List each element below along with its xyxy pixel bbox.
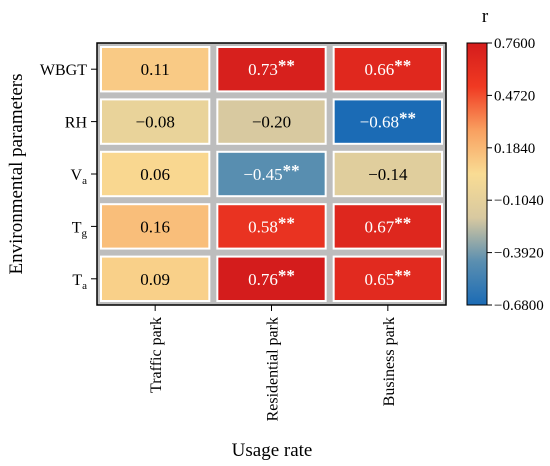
cell-value-label: 0.58** — [248, 213, 295, 236]
significance-mark: ** — [399, 109, 416, 128]
colorbar-title: r — [482, 6, 489, 27]
colorbar-tick-label: 0.7600 — [494, 36, 535, 52]
heatmap-cell — [100, 255, 211, 303]
significance-mark: ** — [394, 56, 411, 75]
x-tick-label: Traffic park — [148, 317, 165, 393]
x-tick-label: Business park — [381, 317, 398, 406]
x-tick-label: Residential park — [265, 317, 282, 421]
y-tick-label-base: T — [72, 219, 82, 236]
cell-value-label: 0.06 — [140, 165, 170, 184]
cell-value-label: 0.65** — [364, 266, 411, 289]
y-tick-label: Va — [71, 167, 88, 187]
colorbar-ticks: 0.7600 0.4720 0.1840 −0.1040 −0.3920 −0.6800 — [487, 36, 544, 314]
x-axis-ticks: Traffic park Residential park Business par… — [148, 305, 398, 421]
cell-value-label: −0.08 — [135, 113, 174, 132]
significance-mark: ** — [278, 56, 295, 75]
heatmap-cell — [216, 255, 327, 303]
heatmap-cell — [100, 150, 211, 198]
colorbar-tick-label: −0.6800 — [494, 298, 544, 314]
cell-value-label: −0.45** — [243, 161, 299, 184]
y-tick-label-base: RH — [65, 115, 88, 132]
y-tick-label-base: V — [71, 167, 83, 184]
heatmap-cell — [216, 46, 327, 93]
cell-value: −0.20 — [252, 113, 291, 132]
cell-value: 0.06 — [140, 165, 170, 184]
cell-value-label: 0.76** — [248, 266, 295, 289]
colorbar-tick-label: −0.3920 — [494, 246, 544, 262]
significance-mark: ** — [394, 213, 411, 232]
cell-value: 0.66 — [364, 60, 394, 79]
colorbar-tick-label: 0.4720 — [494, 88, 535, 104]
heatmap-cell — [332, 98, 443, 145]
y-tick-label: Ta — [72, 272, 87, 292]
cell-value: 0.16 — [140, 217, 170, 236]
heatmap-cell — [216, 203, 327, 250]
cell-value-label: 0.09 — [140, 270, 170, 289]
cell-value-label: −0.68** — [360, 109, 416, 132]
colorbar — [466, 42, 488, 306]
heatmap-cell — [332, 203, 443, 250]
heatmap-cell — [332, 150, 443, 198]
cell-value: 0.65 — [364, 270, 394, 289]
cell-value: 0.73 — [248, 60, 278, 79]
heatmap-cell — [216, 150, 327, 198]
heatmap-cell — [332, 255, 443, 303]
cell-value-label: 0.66** — [364, 56, 411, 79]
cell-value: 0.58 — [248, 217, 278, 236]
x-axis-label: Usage rate — [232, 440, 313, 461]
y-tick-label: RH — [65, 115, 88, 132]
colorbar-tick-label: −0.1040 — [494, 193, 544, 209]
cell-value-label: 0.73** — [248, 56, 295, 79]
y-tick-label-base: T — [72, 272, 82, 289]
cell-value: −0.08 — [135, 113, 174, 132]
colorbar-tick-label: 0.1840 — [494, 141, 535, 157]
significance-mark: ** — [278, 266, 295, 285]
cell-value: −0.45 — [243, 165, 282, 184]
cell-value: 0.76 — [248, 270, 278, 289]
heatmap-cell — [100, 203, 211, 250]
y-tick-label-subscript: a — [82, 175, 87, 187]
significance-mark: ** — [278, 213, 295, 232]
cell-value-label: −0.20 — [252, 113, 291, 132]
heatmap-cells: 0.11 0.73** 0.66**−0.08 −0.20 −0.68**0.06 −0.… — [97, 43, 446, 305]
heatmap-cell — [216, 98, 327, 145]
significance-mark: ** — [394, 266, 411, 285]
y-tick-label-subscript: a — [82, 280, 87, 292]
cell-value-label: 0.67** — [364, 213, 411, 236]
heatmap-cell — [100, 46, 211, 93]
cell-value-label: 0.16 — [140, 217, 170, 236]
y-axis-label: Environmental parameters — [6, 73, 27, 274]
y-tick-label: WBGT — [40, 62, 87, 79]
y-tick-label-base: WBGT — [40, 62, 87, 79]
significance-mark: ** — [283, 161, 300, 180]
cell-value-label: −0.14 — [368, 165, 408, 184]
cell-value: 0.11 — [141, 60, 170, 79]
y-tick-label: Tg — [72, 219, 88, 239]
cell-value-label: 0.11 — [141, 60, 170, 79]
heatmap-cell — [332, 46, 443, 93]
cell-value: 0.09 — [140, 270, 170, 289]
cell-value: −0.68 — [360, 113, 399, 132]
cell-value: −0.14 — [368, 165, 408, 184]
heatmap-cell — [100, 98, 211, 145]
y-tick-label-subscript: g — [82, 227, 88, 239]
cell-value: 0.67 — [364, 217, 394, 236]
